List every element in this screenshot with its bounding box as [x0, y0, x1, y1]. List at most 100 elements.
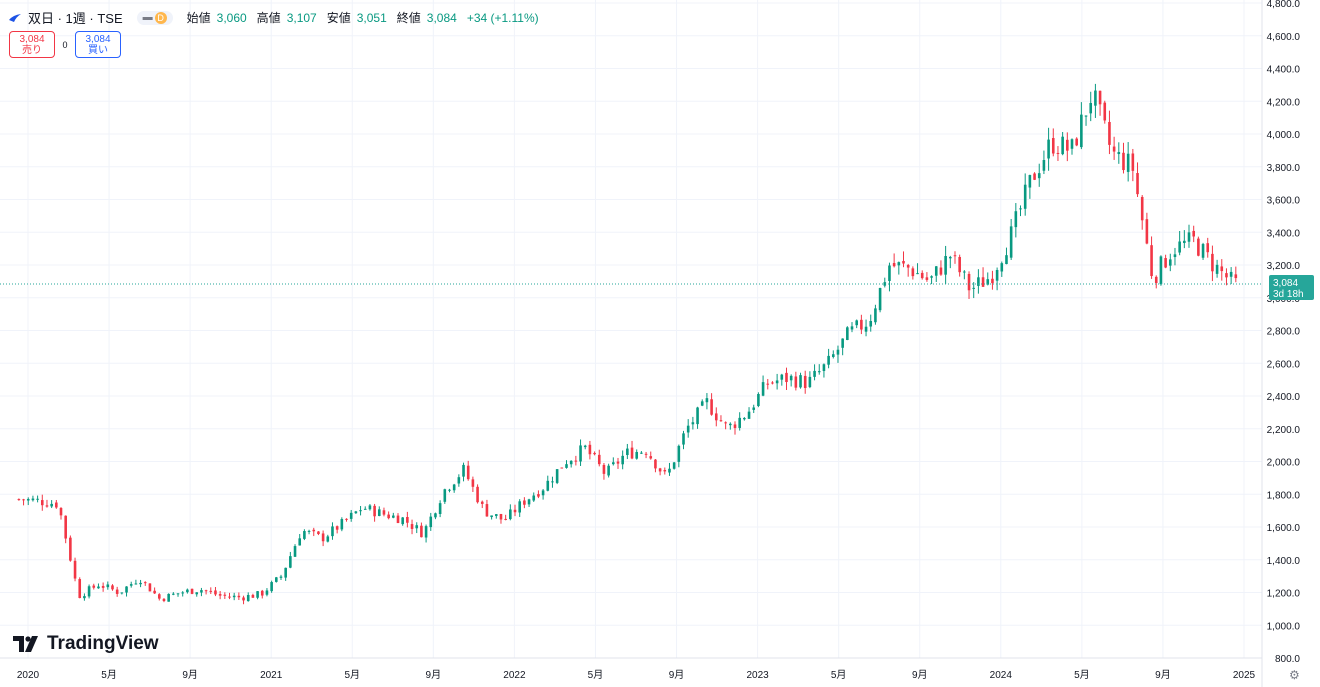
candle [1084, 115, 1088, 126]
candle-body [420, 525, 423, 538]
candle [850, 322, 854, 333]
candle-body [1014, 211, 1018, 228]
candle-body [766, 383, 770, 385]
eye-hide-icon[interactable]: ▬ [142, 12, 153, 23]
candle-body [799, 375, 802, 388]
candle-body [1070, 139, 1074, 149]
candle [963, 270, 966, 280]
candle [92, 583, 96, 590]
candle [794, 371, 798, 391]
candle [228, 592, 231, 600]
candle [326, 534, 330, 543]
candle-body [1154, 276, 1158, 284]
candle-body [1220, 266, 1224, 272]
candle-body [125, 586, 128, 593]
candle-body [1197, 238, 1200, 256]
y-tick-label: 1,800.0 [1267, 490, 1301, 501]
candle [1070, 138, 1074, 155]
candle-body [237, 595, 241, 598]
candle [50, 500, 53, 509]
sell-button[interactable]: 3,084 売り [9, 31, 55, 58]
candle-body [312, 529, 316, 532]
candle [1150, 236, 1153, 279]
candle [1206, 237, 1210, 258]
candle [523, 497, 526, 509]
y-tick-label: 2,200.0 [1267, 425, 1301, 436]
tradingview-logo[interactable]: TradingView [13, 633, 159, 655]
candle-body [139, 582, 142, 585]
candle-body [471, 479, 475, 487]
x-tick-label: 2022 [503, 670, 526, 681]
candle [406, 511, 409, 528]
symbol-title[interactable]: 双日 · 1週 · TSE [28, 11, 123, 26]
candle-body [406, 517, 409, 523]
x-axis[interactable]: 2020 5月 9月 2021 5月 9月 2022 5月 9月 2023 5月 9月 2024 5月 9月… [0, 657, 1262, 681]
candle-body [696, 407, 699, 425]
candle [415, 522, 419, 534]
candle-body [1229, 271, 1233, 277]
candle-body [682, 433, 685, 445]
candle-body [153, 590, 156, 594]
candle [209, 587, 213, 595]
candle [101, 582, 105, 592]
candle-body [635, 451, 639, 459]
candle [232, 592, 236, 601]
candle-body [780, 374, 784, 380]
candle [307, 529, 311, 535]
buy-button[interactable]: 3,084 買い [75, 31, 121, 58]
candle-body [949, 256, 952, 259]
candle-body [181, 592, 184, 594]
open-value: 3,060 [216, 10, 247, 25]
candle-body [279, 576, 283, 578]
candle-body [752, 407, 756, 410]
candle-body [733, 424, 737, 429]
price-tag-countdown: 3d 18h [1273, 289, 1304, 300]
candle-body [714, 413, 718, 421]
candle [682, 430, 685, 450]
candle [1028, 174, 1032, 199]
visibility-pill[interactable]: ▬ D [136, 10, 173, 25]
candle [382, 507, 386, 517]
candle-body [691, 422, 695, 425]
candle [579, 439, 582, 466]
candle [593, 451, 596, 456]
candle [752, 404, 756, 414]
axis-settings-icon[interactable]: ⚙ [1289, 668, 1300, 682]
candle [860, 314, 863, 335]
candle-body [925, 277, 929, 280]
candle [1089, 91, 1093, 122]
candle [1140, 195, 1144, 230]
candle [218, 591, 222, 600]
candle [855, 319, 858, 329]
candle-body [1183, 240, 1186, 244]
candle-body [1173, 254, 1177, 258]
candle [246, 592, 250, 602]
candle [640, 451, 643, 454]
y-axis[interactable]: 800.0 1,000.0 1,200.0 1,400.0 1,600.0 1,800.0… [1261, 0, 1301, 687]
candle-body [349, 512, 353, 519]
candle [1173, 247, 1177, 266]
candle-body [930, 276, 933, 278]
grid-lines [0, 0, 1262, 659]
candle-body [977, 277, 980, 286]
candle [55, 499, 58, 509]
y-tick-label: 1,600.0 [1267, 523, 1301, 534]
candle [1197, 236, 1200, 257]
candle-body [382, 510, 386, 515]
candle [457, 474, 461, 487]
candle-body [537, 494, 540, 497]
candle [686, 419, 690, 438]
candle [69, 535, 72, 562]
candle-body [616, 461, 620, 464]
candle-body [284, 567, 287, 578]
candle [293, 544, 297, 557]
candle-body [602, 464, 606, 474]
candle [45, 499, 49, 508]
candle-body [1089, 102, 1093, 114]
candle-body [1080, 114, 1083, 148]
candle-body [1108, 121, 1111, 145]
y-tick-label: 4,000.0 [1267, 130, 1301, 141]
candle-body [331, 526, 334, 537]
candle [349, 509, 353, 522]
